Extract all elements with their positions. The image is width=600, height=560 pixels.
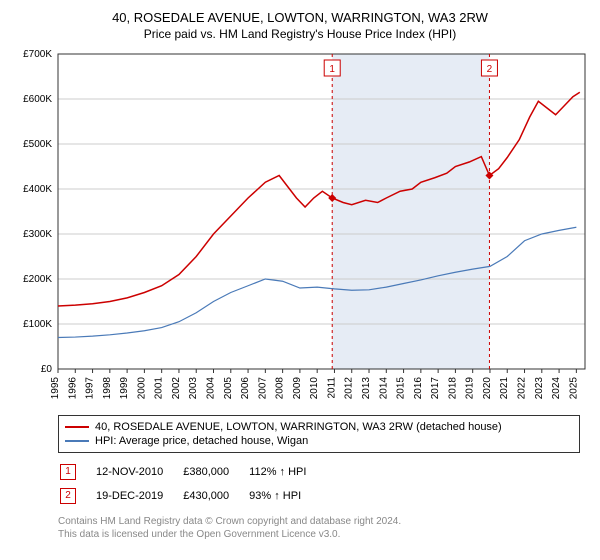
svg-text:2011: 2011 xyxy=(326,377,337,399)
svg-text:2025: 2025 xyxy=(568,377,579,400)
svg-text:2016: 2016 xyxy=(413,377,424,400)
svg-text:2008: 2008 xyxy=(275,377,286,400)
svg-text:£700K: £700K xyxy=(23,49,52,60)
chart-container: 40, ROSEDALE AVENUE, LOWTON, WARRINGTON,… xyxy=(0,0,600,546)
svg-text:£500K: £500K xyxy=(23,139,52,150)
marker-price: £380,000 xyxy=(183,461,247,483)
svg-text:1996: 1996 xyxy=(67,377,78,400)
svg-text:2009: 2009 xyxy=(292,377,303,400)
svg-text:1995: 1995 xyxy=(50,377,61,400)
svg-text:2: 2 xyxy=(487,64,493,75)
svg-text:£200K: £200K xyxy=(23,274,52,285)
svg-text:£600K: £600K xyxy=(23,94,52,105)
title-block: 40, ROSEDALE AVENUE, LOWTON, WARRINGTON,… xyxy=(10,10,590,41)
legend-row: 40, ROSEDALE AVENUE, LOWTON, WARRINGTON,… xyxy=(65,420,573,434)
chart-svg: £0 £100K £200K £300K £400K £500K £600K £700K 199… xyxy=(10,49,590,409)
svg-text:£300K: £300K xyxy=(23,229,52,240)
marker-date: 19-DEC-2019 xyxy=(96,485,181,507)
svg-text:2000: 2000 xyxy=(136,377,147,400)
svg-text:2024: 2024 xyxy=(551,377,562,400)
svg-text:2018: 2018 xyxy=(447,377,458,400)
marker-badge: 2 xyxy=(60,488,76,504)
svg-text:2020: 2020 xyxy=(482,377,493,400)
svg-text:2021: 2021 xyxy=(499,377,510,400)
svg-text:2007: 2007 xyxy=(257,377,268,400)
svg-text:£100K: £100K xyxy=(23,319,52,330)
footer-line2: This data is licensed under the Open Gov… xyxy=(58,528,580,541)
svg-text:2023: 2023 xyxy=(534,377,545,400)
svg-text:2001: 2001 xyxy=(154,377,165,400)
svg-text:2005: 2005 xyxy=(223,377,234,400)
svg-text:2017: 2017 xyxy=(430,377,441,400)
svg-text:£400K: £400K xyxy=(23,184,52,195)
chart-area: £0 £100K £200K £300K £400K £500K £600K £700K 199… xyxy=(10,49,590,409)
svg-text:2002: 2002 xyxy=(171,377,182,400)
chart-subtitle: Price paid vs. HM Land Registry's House … xyxy=(10,27,590,41)
svg-text:2010: 2010 xyxy=(309,377,320,400)
svg-text:2013: 2013 xyxy=(361,377,372,400)
marker-badge: 1 xyxy=(60,464,76,480)
chart-title: 40, ROSEDALE AVENUE, LOWTON, WARRINGTON,… xyxy=(10,10,590,25)
legend-box: 40, ROSEDALE AVENUE, LOWTON, WARRINGTON,… xyxy=(58,415,580,453)
legend-swatch xyxy=(65,440,89,442)
svg-text:2014: 2014 xyxy=(378,377,389,400)
svg-text:1: 1 xyxy=(329,64,335,75)
svg-text:2006: 2006 xyxy=(240,377,251,400)
marker-row: 2 19-DEC-2019£430,00093% ↑ HPI xyxy=(60,485,324,507)
svg-text:2019: 2019 xyxy=(465,377,476,400)
svg-text:1997: 1997 xyxy=(85,377,96,400)
svg-text:1998: 1998 xyxy=(102,377,113,400)
legend-label: 40, ROSEDALE AVENUE, LOWTON, WARRINGTON,… xyxy=(95,421,502,433)
legend-label: HPI: Average price, detached house, Wiga… xyxy=(95,435,308,447)
legend-swatch xyxy=(65,426,89,428)
markers-table: 1 12-NOV-2010£380,000112% ↑ HPI 2 19-DEC-20… xyxy=(58,459,326,509)
marker-price: £430,000 xyxy=(183,485,247,507)
svg-text:2012: 2012 xyxy=(344,377,355,400)
marker-delta: 112% ↑ HPI xyxy=(249,461,324,483)
legend-row: HPI: Average price, detached house, Wiga… xyxy=(65,434,573,448)
marker-date: 12-NOV-2010 xyxy=(96,461,181,483)
svg-text:2022: 2022 xyxy=(517,377,528,400)
svg-text:£0: £0 xyxy=(41,364,53,375)
marker-delta: 93% ↑ HPI xyxy=(249,485,324,507)
marker-row: 1 12-NOV-2010£380,000112% ↑ HPI xyxy=(60,461,324,483)
footer-text: Contains HM Land Registry data © Crown c… xyxy=(58,515,580,541)
svg-text:2003: 2003 xyxy=(188,377,199,400)
footer-line1: Contains HM Land Registry data © Crown c… xyxy=(58,515,580,528)
svg-text:2004: 2004 xyxy=(206,377,217,400)
svg-text:2015: 2015 xyxy=(396,377,407,400)
svg-text:1999: 1999 xyxy=(119,377,130,400)
